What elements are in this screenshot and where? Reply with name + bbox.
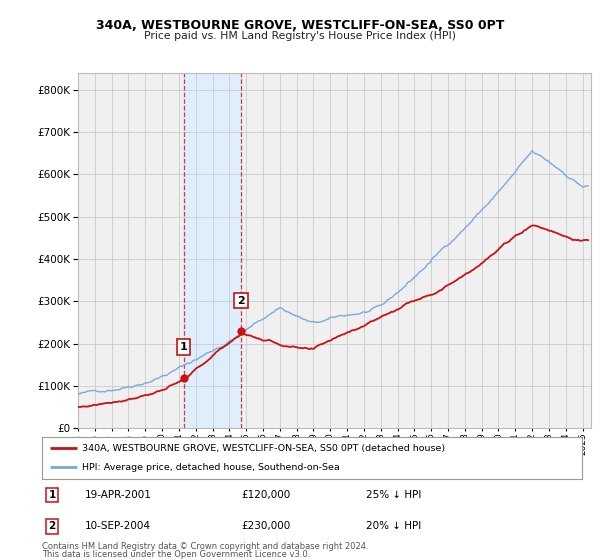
Text: This data is licensed under the Open Government Licence v3.0.: This data is licensed under the Open Gov…: [42, 550, 310, 559]
Text: Price paid vs. HM Land Registry's House Price Index (HPI): Price paid vs. HM Land Registry's House …: [144, 31, 456, 41]
Text: 10-SEP-2004: 10-SEP-2004: [85, 521, 151, 531]
Text: 2: 2: [49, 521, 56, 531]
Text: 340A, WESTBOURNE GROVE, WESTCLIFF-ON-SEA, SS0 0PT: 340A, WESTBOURNE GROVE, WESTCLIFF-ON-SEA…: [96, 18, 504, 32]
Text: Contains HM Land Registry data © Crown copyright and database right 2024.: Contains HM Land Registry data © Crown c…: [42, 542, 368, 551]
Text: 1: 1: [180, 342, 188, 352]
Bar: [184, 73, 241, 428]
Text: HPI: Average price, detached house, Southend-on-Sea: HPI: Average price, detached house, Sout…: [83, 463, 340, 472]
Text: 25% ↓ HPI: 25% ↓ HPI: [366, 490, 421, 500]
Text: 2: 2: [237, 296, 245, 306]
Text: 19-APR-2001: 19-APR-2001: [85, 490, 152, 500]
Text: £120,000: £120,000: [242, 490, 291, 500]
Text: 1: 1: [49, 490, 56, 500]
Text: 20% ↓ HPI: 20% ↓ HPI: [366, 521, 421, 531]
Text: £230,000: £230,000: [242, 521, 291, 531]
Text: 340A, WESTBOURNE GROVE, WESTCLIFF-ON-SEA, SS0 0PT (detached house): 340A, WESTBOURNE GROVE, WESTCLIFF-ON-SEA…: [83, 444, 446, 452]
